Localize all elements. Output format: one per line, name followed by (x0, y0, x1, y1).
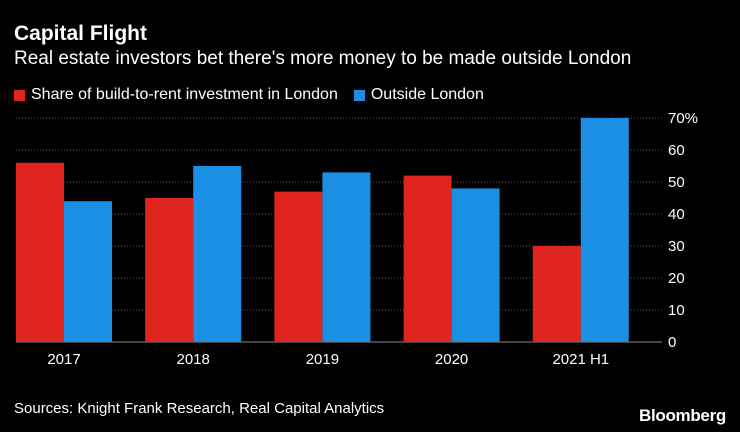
bar-outside-london (580, 118, 629, 342)
y-tick-label: 10 (668, 302, 685, 319)
legend: Share of build-to-rent investment in Lon… (14, 86, 500, 104)
chart-title: Capital Flight (14, 22, 147, 45)
bar-outside-london (193, 166, 242, 342)
legend-swatch-london (14, 89, 25, 101)
source-note: Sources: Knight Frank Research, Real Cap… (14, 400, 385, 417)
y-tick-label: 30 (668, 238, 685, 255)
bar-london (16, 162, 64, 342)
legend-label-london: Share of build-to-rent investment in Lon… (31, 86, 338, 103)
legend-item-london: Share of build-to-rent investment in Lon… (14, 86, 338, 104)
x-tick-label: 2018 (177, 351, 210, 368)
y-tick-label: 40 (668, 206, 685, 223)
bar-outside-london (64, 201, 112, 342)
x-tick-label: 2021 H1 (552, 351, 609, 368)
bar-outside-london (451, 188, 500, 342)
x-tick-label: 2019 (306, 351, 339, 368)
y-tick-label: 20 (668, 270, 685, 287)
bar-london (274, 191, 323, 342)
bar-london (403, 175, 452, 342)
legend-swatch-outside-london (353, 89, 365, 101)
y-tick-label: 50 (668, 174, 685, 191)
bar-london (145, 198, 194, 342)
y-tick-label: 70% (668, 110, 698, 127)
y-tick-label: 60 (668, 142, 685, 159)
x-tick-label: 2017 (47, 351, 80, 368)
legend-label-outside-london: Outside London (370, 86, 484, 103)
bar-outside-london (322, 172, 371, 342)
chart-subtitle: Real estate investors bet there's more m… (14, 48, 632, 69)
bar-london (532, 246, 581, 342)
legend-item-outside-london: Outside London (353, 86, 484, 104)
x-tick-label: 2020 (435, 351, 468, 368)
y-tick-label: 0 (668, 334, 676, 351)
bloomberg-logo: Bloomberg (638, 406, 726, 425)
